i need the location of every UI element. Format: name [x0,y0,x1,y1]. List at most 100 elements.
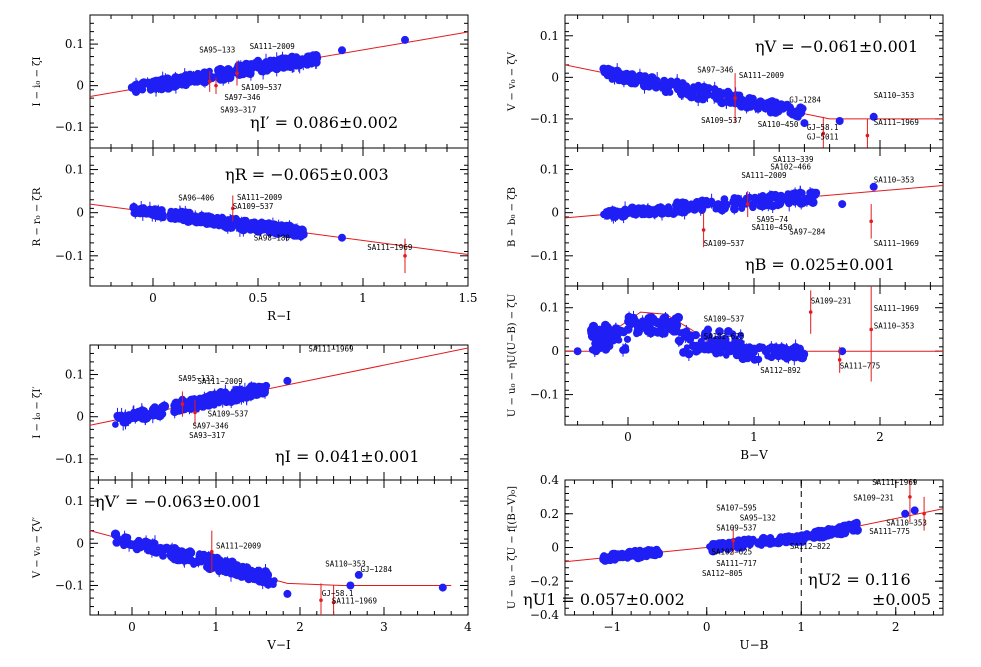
data-point [786,347,797,357]
y-tick-label: 0.1 [65,163,84,177]
star-annotation: SA111−2009 [739,71,784,80]
data-point [149,544,156,551]
star-annotation: SA95−74 [757,215,789,224]
data-point [222,557,231,566]
data-point [717,546,725,553]
star-annotation: SA111−2009 [237,193,282,202]
star-annotation: SA97−346 [224,93,261,102]
data-point [262,381,271,390]
x-tick-label: 0 [149,291,157,305]
panel-p7: −0.1 0 0.1 0 1 2 B−V U − u₀ − ηU(U−B) − ζU SA109… [507,285,944,462]
data-point [686,334,693,342]
data-point [639,78,648,87]
data-point [781,348,789,356]
data-point [111,530,120,540]
eta-label-2: ηU2 = 0.116 [808,570,911,589]
data-point [667,209,674,216]
data-point [706,542,715,551]
star-annotation: SA97−346 [193,422,230,431]
data-point [724,89,734,99]
data-point [713,204,722,213]
data-point [187,405,195,413]
data-point [588,326,596,334]
data-point [205,395,213,403]
eta-label: ηI = 0.041±0.001 [275,447,420,466]
x-tick-label: 4 [464,620,472,634]
panel-p8: −0.4 −0.2 0 0.2 0.4 −1 0 1 2 U−B U − u₀ − ζU − f[(… [507,473,944,652]
data-point [185,77,193,84]
data-point [720,195,729,204]
data-point [697,95,705,103]
data-point [731,335,739,343]
data-point [283,376,292,385]
x-axis-label: B−V [740,448,768,462]
data-point [798,537,806,544]
data-point [591,346,601,356]
data-point [715,87,724,96]
data-point [697,337,705,346]
star-annotation: SA111−2009 [216,541,261,550]
x-tick-label: 2 [296,620,304,634]
outlier-point [235,71,239,75]
data-point [838,347,847,356]
data-point [701,333,709,341]
outlier-point [180,402,185,406]
y-tick-label: −0.1 [530,249,559,263]
data-point [700,344,710,354]
star-annotation: SA111−1969 [874,239,919,248]
data-point [599,64,608,73]
data-point [709,200,716,208]
data-point [800,119,809,128]
outlier-point [922,511,926,516]
data-point [251,574,260,584]
star-annotation: SA102−466 [770,163,811,172]
eta-label: ηI′ = 0.086±0.002 [250,113,398,132]
data-point [300,231,308,239]
data-point [633,322,642,331]
star-annotation: SA109−537 [716,524,757,533]
data-point [259,568,268,578]
star-annotation: SA111−775 [869,527,910,536]
y-axis-label: R − r₀ − ζR [32,187,43,246]
x-tick-label: 3 [380,620,388,634]
data-point [910,506,919,515]
data-point [155,76,164,85]
outlier-point [403,254,407,258]
data-point [838,200,847,209]
data-point [595,336,606,347]
outlier-point [331,600,336,605]
panel-p4: −0.1 0 0.1 0 1 2 3 4 V−I V − v₀ − ζV′ SA111−2009 SA… [32,479,472,652]
y-tick-label: −0.1 [55,452,84,466]
data-point [354,570,363,579]
star-annotation: SA110−353 [874,322,915,331]
data-point [201,555,211,564]
star-annotation: SA113−339 [773,155,814,164]
data-point [231,571,238,579]
data-point [655,550,663,559]
data-point [244,223,252,231]
data-point [254,56,262,65]
data-point [691,331,701,340]
y-tick-label: 0 [76,410,84,424]
star-annotation: GJ−1284 [789,95,821,104]
star-annotation: SA111−717 [716,559,757,568]
data-point [280,63,288,72]
y-tick-label: 0 [76,206,84,220]
y-tick-label: 0.1 [65,368,84,382]
x-tick-label: 1.5 [458,291,477,305]
star-annotation: SA111−1969 [308,344,353,353]
star-annotation: SA98−180 [254,234,291,243]
data-point [601,329,611,338]
y-tick-label: −0.1 [55,578,84,592]
star-annotation: SA93−317 [189,431,225,440]
eta-label: ηB = 0.025±0.001 [745,255,895,274]
y-tick-label: −0.1 [55,249,84,263]
data-point [708,343,715,351]
data-point [223,563,233,573]
star-annotation: SA111−2009 [198,377,243,386]
outlier-point [865,133,870,138]
x-tick-label: 1 [750,430,758,444]
data-point [186,555,195,565]
data-point [755,97,765,107]
data-point [224,216,233,224]
